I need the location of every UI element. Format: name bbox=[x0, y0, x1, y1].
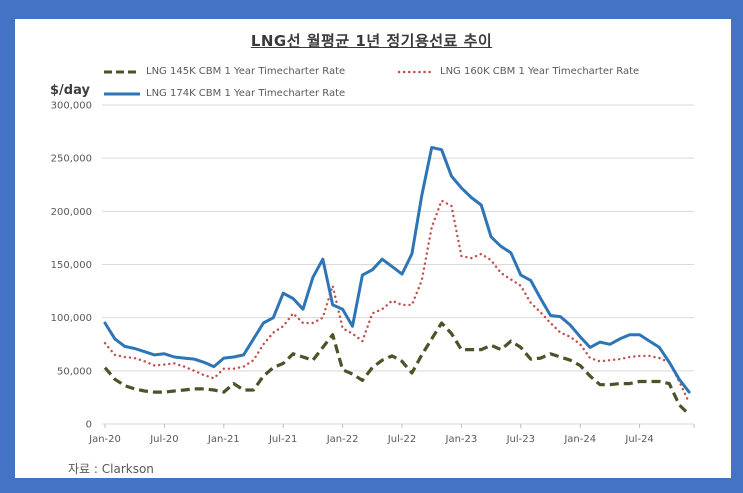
legend-item-145k: LNG 145K CBM 1 Year Timecharter Rate bbox=[104, 66, 345, 77]
gridlines bbox=[102, 104, 694, 425]
x-tick-label: Jan-22 bbox=[326, 434, 359, 445]
legend-label-160k: LNG 160K CBM 1 Year Timecharter Rate bbox=[440, 66, 640, 77]
x-tick-label: Jan-23 bbox=[445, 434, 478, 445]
legend-swatch-145k bbox=[104, 70, 140, 73]
x-axis-ticks: Jan-20 Jul-20 Jan-21 Jul-21 Jan-22 Jul-22 Jan-… bbox=[88, 424, 695, 445]
legend-item-174k: LNG 174K CBM 1 Year Timecharter Rate bbox=[104, 88, 345, 99]
series-line-145k bbox=[103, 321, 691, 416]
chart-title: LNG선 월평균 1년 정기용선료 추이 bbox=[250, 32, 493, 50]
x-tick-label: Jan-20 bbox=[88, 434, 121, 445]
legend-swatch-160k bbox=[398, 70, 434, 73]
legend-label-174k: LNG 174K CBM 1 Year Timecharter Rate bbox=[146, 88, 346, 99]
y-axis-unit-label: $/day bbox=[50, 83, 90, 98]
x-tick-label: Jan-21 bbox=[207, 434, 240, 445]
y-tick-label: 100,000 bbox=[51, 313, 92, 324]
series-line-160k bbox=[103, 199, 691, 404]
y-tick-label: 50,000 bbox=[57, 366, 92, 377]
legend-swatch-174k bbox=[104, 92, 140, 95]
y-tick-label: 150,000 bbox=[51, 260, 92, 271]
y-tick-label: 0 bbox=[86, 420, 92, 431]
x-tick-label: Jul-24 bbox=[624, 434, 653, 445]
x-tick-label: Jul-22 bbox=[387, 434, 416, 445]
y-tick-label: 250,000 bbox=[51, 154, 92, 165]
series-lines bbox=[103, 146, 691, 416]
x-tick-label: Jul-21 bbox=[268, 434, 297, 445]
series-line-174k bbox=[103, 146, 691, 394]
source-note: 자료 : Clarkson bbox=[68, 462, 154, 476]
y-axis-ticks: 0 50,000 100,000 150,000 200,000 250,000 300,0… bbox=[51, 101, 92, 431]
x-tick-label: Jul-20 bbox=[149, 434, 178, 445]
y-tick-label: 300,000 bbox=[51, 101, 92, 112]
x-tick-label: Jul-23 bbox=[506, 434, 535, 445]
y-tick-label: 200,000 bbox=[51, 207, 92, 218]
legend-label-145k: LNG 145K CBM 1 Year Timecharter Rate bbox=[146, 66, 346, 77]
x-tick-label: Jan-24 bbox=[563, 434, 596, 445]
chart-panel bbox=[15, 19, 731, 478]
legend-item-160k: LNG 160K CBM 1 Year Timecharter Rate bbox=[398, 66, 639, 77]
